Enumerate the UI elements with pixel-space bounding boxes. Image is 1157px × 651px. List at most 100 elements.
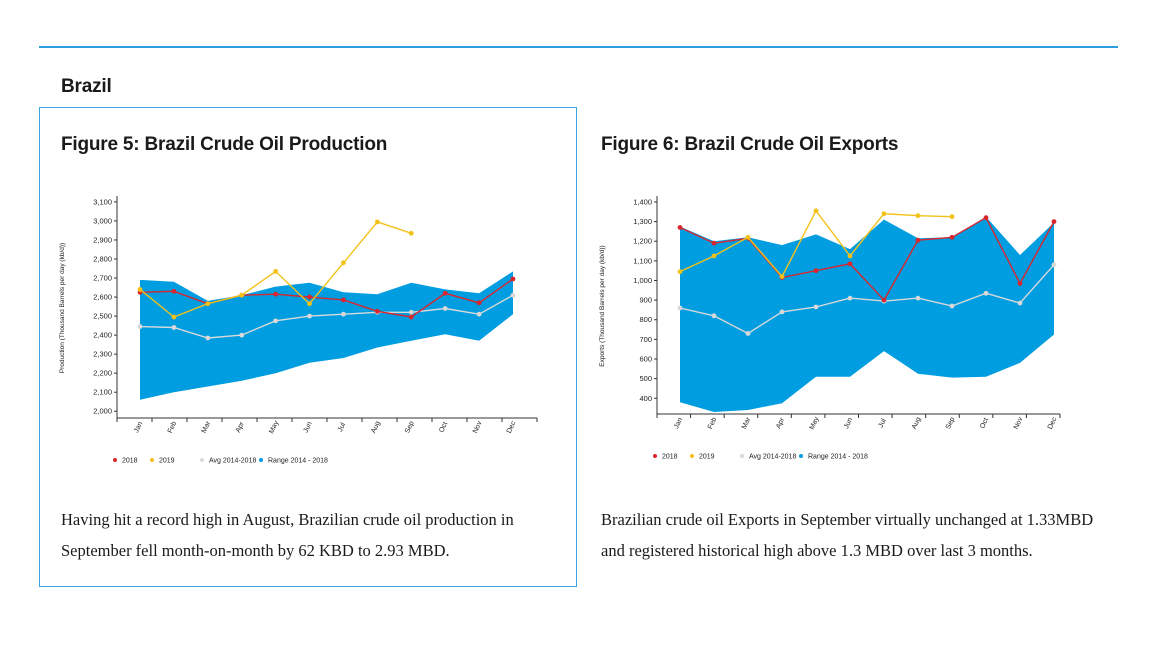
data-point-avg-2014-2018 (1051, 262, 1057, 268)
range-band (140, 271, 513, 400)
legend-label: 2018 (122, 458, 138, 465)
data-point-2019 (273, 268, 279, 274)
legend-marker (653, 454, 657, 458)
data-point-2018 (307, 294, 312, 300)
data-point-2019 (408, 230, 414, 236)
legend-marker (200, 458, 204, 462)
data-point-avg-2014-2018 (171, 325, 177, 330)
data-point-2018 (881, 297, 887, 303)
y-axis-label: Production (Thousand Barrels per day (kb… (59, 243, 66, 373)
data-point-2019 (137, 287, 143, 292)
data-point-2018 (171, 288, 177, 294)
data-point-2019 (745, 234, 751, 240)
data-point-2019 (205, 301, 211, 307)
series-line-avg-2014-2018 (139, 294, 514, 339)
range-band (680, 216, 1054, 412)
data-point-2018 (408, 314, 414, 320)
x-tick-label: Nov (1013, 416, 1025, 431)
data-point-2019 (847, 253, 853, 259)
data-point-avg-2014-2018 (711, 313, 717, 319)
legend-marker (799, 454, 803, 458)
x-tick-label: Feb (167, 420, 178, 434)
y-tick-label: 1,000 (633, 276, 652, 285)
data-point-avg-2014-2018 (847, 295, 853, 301)
data-point-avg-2014-2018 (205, 335, 211, 341)
data-point-2019 (171, 314, 177, 320)
production-chart: 2,000 2,100 2,200 2,300 2,400 2,500 2,600 2,700… (59, 196, 538, 465)
y-tick-label: 2,100 (93, 388, 112, 397)
y-tick-label: 2,800 (93, 254, 112, 263)
data-point-2018 (813, 268, 819, 274)
legend-label: Range 2014 - 2018 (808, 454, 868, 461)
x-tick-label: Apr (775, 416, 786, 429)
top-divider (39, 46, 1118, 48)
x-tick-label: Dec (1047, 416, 1059, 431)
legend-marker (690, 454, 694, 458)
legend-label: 2019 (699, 454, 715, 461)
x-tick-label: Sep (404, 420, 416, 434)
y-tick-label: 800 (639, 315, 652, 324)
figure6-description: Brazilian crude oil Exports in September… (601, 510, 1094, 560)
exports-chart: 400 500 600 700 800 900 1,000 1,100 1,200 1,300 1,… (599, 196, 1061, 461)
legend-marker (259, 458, 263, 462)
y-tick-label: 3,100 (93, 197, 112, 206)
x-tick-label: Jan (133, 421, 144, 434)
legend-marker (740, 454, 744, 458)
data-point-avg-2014-2018 (779, 309, 785, 315)
y-tick-label: 500 (639, 374, 652, 383)
y-tick-label: 2,900 (93, 235, 112, 244)
data-point-2018 (677, 225, 683, 230)
data-point-2019 (881, 211, 887, 217)
data-point-avg-2014-2018 (745, 331, 751, 336)
data-point-2018 (1017, 281, 1023, 286)
data-point-avg-2014-2018 (307, 313, 312, 319)
x-tick-label: Oct (438, 421, 449, 434)
data-point-2018 (510, 276, 516, 282)
y-tick-label: 2,400 (93, 331, 112, 340)
data-point-2019 (307, 301, 312, 307)
data-point-avg-2014-2018 (408, 309, 414, 315)
data-point-avg-2014-2018 (915, 295, 921, 301)
data-point-2018 (341, 297, 346, 303)
x-tick-label: Jun (843, 417, 854, 430)
legend-marker (150, 458, 154, 462)
data-point-2018 (847, 261, 853, 267)
data-point-2019 (341, 260, 346, 266)
x-tick-label: Mar (741, 416, 753, 430)
legend-label: Range 2014 - 2018 (268, 458, 328, 465)
y-tick-label: 2,200 (93, 369, 112, 378)
data-point-2019 (239, 292, 245, 298)
data-point-2018 (915, 237, 921, 243)
data-point-avg-2014-2018 (1017, 300, 1023, 306)
series-line-2018 (139, 278, 514, 318)
x-tick-label: Sep (945, 416, 957, 430)
legend-label: Avg 2014-2018 (209, 458, 256, 465)
series-line-avg-2014-2018 (679, 264, 1055, 335)
data-point-avg-2014-2018 (273, 318, 279, 324)
data-point-2018 (711, 240, 717, 246)
x-tick-label: Nov (472, 420, 484, 435)
x-tick-label: Jul (878, 417, 888, 428)
x-tick-label: Mar (201, 420, 213, 434)
series-line-2018 (679, 216, 1055, 302)
data-point-avg-2014-2018 (476, 311, 482, 317)
data-point-avg-2014-2018 (442, 306, 448, 311)
data-point-2019 (711, 253, 717, 259)
x-tick-label: Jul (337, 421, 347, 432)
y-tick-label: 1,100 (633, 256, 652, 265)
data-point-avg-2014-2018 (137, 324, 143, 329)
data-point-2018 (273, 291, 279, 297)
figure5-box (39, 107, 577, 587)
legend-marker (113, 458, 117, 462)
data-point-avg-2014-2018 (239, 332, 245, 338)
data-point-2019 (779, 274, 785, 279)
data-point-avg-2014-2018 (813, 304, 819, 310)
y-tick-label: 700 (639, 335, 652, 344)
y-tick-label: 900 (639, 296, 652, 305)
x-tick-label: Jun (303, 421, 314, 434)
x-tick-label: Aug (911, 416, 923, 430)
y-axis-label: Exports (Thousand Barrels per day (kb/d)… (599, 245, 606, 366)
x-tick-label: May (268, 419, 280, 434)
y-tick-label: 3,000 (93, 216, 112, 225)
figure6-title: Figure 6: Brazil Crude Oil Exports (601, 134, 899, 155)
